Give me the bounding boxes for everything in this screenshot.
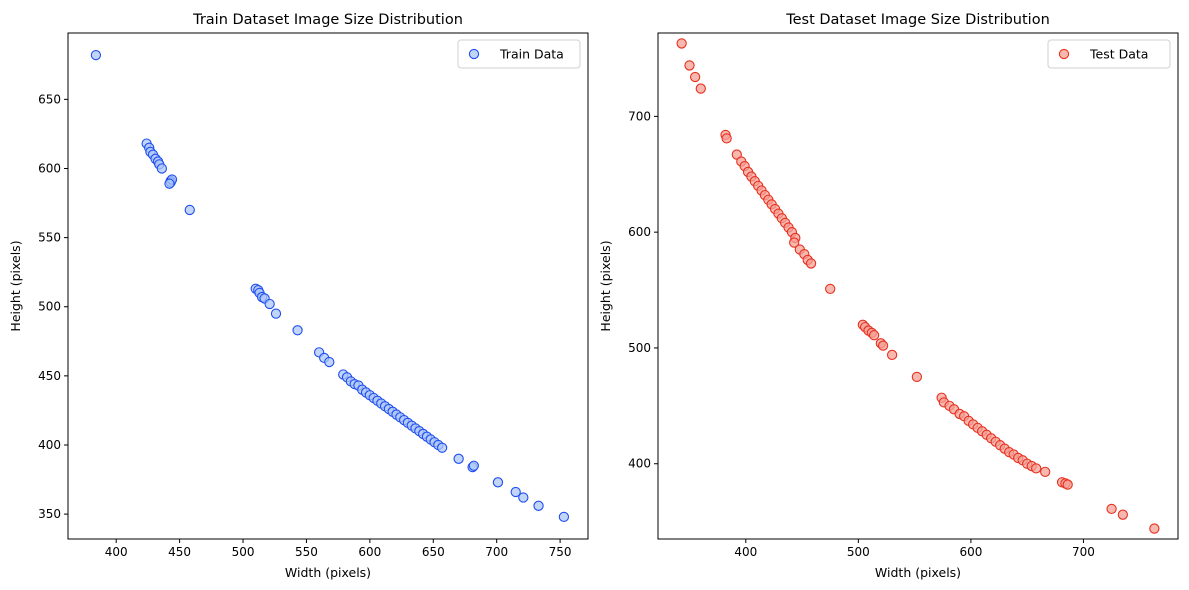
chart-1-points — [90, 49, 570, 523]
chart-2-y-axis-label: Height (pixels) — [598, 240, 613, 331]
chart-2-legend-box — [1047, 39, 1171, 69]
chart-1-x-tick-label: 650 — [422, 545, 445, 559]
chart-2-point — [1106, 503, 1117, 515]
chart-2-point — [684, 60, 695, 71]
chart-1-point — [324, 356, 335, 368]
chart-1-point — [184, 204, 195, 216]
chart-1-x-tick-label: 450 — [168, 545, 191, 559]
chart-1-legend: Train Data — [457, 39, 581, 69]
chart-1-x-tick-label: 600 — [358, 545, 381, 559]
chart-1-y-tick-label: 650 — [38, 92, 61, 106]
chart-1-y-tick-label: 600 — [38, 161, 61, 175]
chart-2-legend-marker — [1058, 48, 1070, 60]
chart-1-point — [90, 49, 102, 61]
chart-2-title: Test Dataset Image Size Distribution — [785, 12, 1050, 28]
chart-2-point — [721, 133, 732, 144]
chart-1: Train Dataset Image Size Distribution 400… — [8, 12, 589, 580]
chart-2-points — [676, 38, 1160, 534]
chart-1-x-tick-label: 550 — [295, 545, 318, 559]
chart-1-point — [264, 298, 275, 310]
chart-2-point — [868, 330, 880, 341]
chart-1-legend-label: Train Data — [499, 47, 564, 62]
chart-2-x-axis-label: Width (pixels) — [875, 565, 961, 580]
chart-2-plot-frame — [657, 32, 1179, 540]
chart-2-x-tick-label: 400 — [734, 545, 757, 559]
chart-1-plot-frame — [67, 32, 589, 540]
chart-2-point — [789, 237, 800, 248]
chart-1-y-tick-label: 450 — [38, 369, 61, 383]
chart-2: Test Dataset Image Size Distribution 400 5… — [598, 12, 1179, 580]
chart-1-y-tick-label: 500 — [38, 300, 61, 314]
chart-2-point — [695, 83, 706, 94]
chart-2-y-tick-label: 700 — [628, 109, 651, 123]
chart-1-point — [453, 453, 464, 464]
chart-1-point — [510, 486, 521, 498]
chart-1-x-tick-label: 700 — [485, 545, 508, 559]
chart-1-point — [492, 477, 504, 488]
chart-2-point — [877, 340, 889, 351]
chart-2-legend: Test Data — [1047, 39, 1171, 69]
chart-2-point — [825, 283, 836, 295]
chart-1-point — [270, 308, 282, 319]
chart-1-y-tick-label: 550 — [38, 231, 61, 245]
chart-1-point — [436, 442, 448, 453]
chart-1-y-tick-label: 400 — [38, 438, 61, 452]
chart-2-point — [911, 371, 923, 383]
chart-1-point — [468, 460, 480, 471]
chart-2-point — [689, 71, 701, 83]
chart-2-y-tick-label: 400 — [628, 457, 651, 471]
chart-2-point — [805, 258, 817, 269]
chart-1-legend-marker — [468, 48, 480, 60]
chart-2-point — [1062, 479, 1073, 490]
chart-2-legend-label: Test Data — [1089, 47, 1148, 62]
chart-2-y-tick-label: 500 — [628, 341, 651, 355]
chart-1-y-axis-label: Height (pixels) — [8, 240, 23, 331]
chart-2-x-tick-label: 500 — [847, 545, 870, 559]
chart-1-point — [156, 163, 168, 174]
chart-2-point — [1040, 466, 1051, 477]
chart-2-point — [1117, 509, 1128, 520]
chart-1-legend-box — [457, 39, 581, 69]
chart-1-title: Train Dataset Image Size Distribution — [192, 12, 463, 28]
chart-1-point — [558, 511, 570, 523]
chart-2-y-tick-label: 600 — [628, 225, 651, 239]
chart-2-x-tick-label: 700 — [1072, 545, 1095, 559]
chart-1-x-axis-label: Width (pixels) — [285, 565, 371, 580]
chart-1-x-tick-label: 500 — [232, 545, 255, 559]
chart-1-point — [533, 500, 544, 511]
chart-1-y-tick-label: 350 — [38, 507, 61, 521]
chart-1-point — [292, 325, 303, 336]
chart-2-x-tick-label: 600 — [959, 545, 982, 559]
chart-1-x-tick-label: 400 — [105, 545, 128, 559]
chart-2-point — [676, 38, 687, 49]
chart-2-point — [886, 349, 898, 361]
chart-2-point — [1031, 463, 1042, 474]
chart-1-x-tick-label: 750 — [549, 545, 572, 559]
chart-1-point — [518, 492, 529, 503]
chart-1-point — [164, 178, 175, 189]
chart-2-point — [1149, 523, 1160, 534]
